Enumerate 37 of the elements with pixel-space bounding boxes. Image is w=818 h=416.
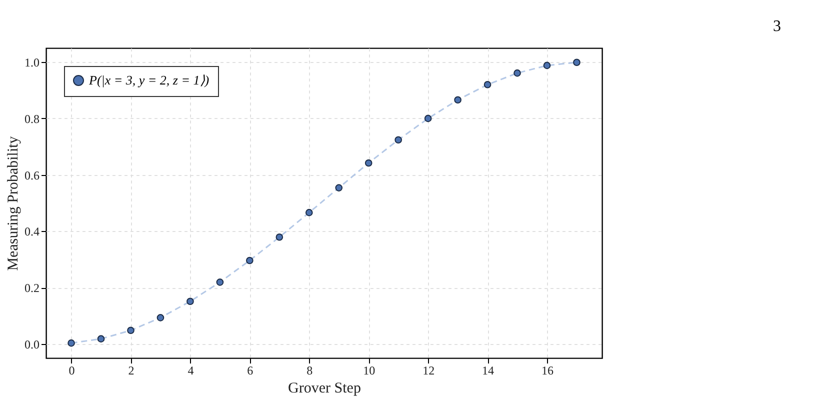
point [573, 58, 580, 66]
point [424, 114, 432, 122]
x-tick-label: 8 [306, 364, 313, 378]
legend-label: P(|x = 3, y = 2, z = 1⟩) [88, 72, 210, 88]
point [97, 335, 105, 342]
point [68, 339, 75, 347]
point [394, 136, 402, 144]
x-tick-label: 12 [422, 364, 435, 378]
point [246, 256, 254, 264]
point [335, 184, 343, 192]
point [514, 69, 521, 77]
point [543, 62, 551, 70]
point [186, 298, 194, 306]
x-tick-label: 6 [247, 364, 254, 378]
point [364, 159, 372, 167]
y-tick-label: 1.0 [24, 56, 40, 70]
point [454, 96, 462, 104]
x-axis-title: Grover Step [288, 380, 361, 396]
y-axis-title: Measuring Probability [6, 136, 22, 271]
point [276, 233, 284, 241]
x-tick-label: 4 [188, 364, 194, 378]
y-tick-label: 0.0 [24, 337, 40, 352]
point [484, 80, 492, 88]
y-tick-label: 0.8 [24, 112, 40, 126]
point [216, 278, 224, 286]
x-tick-label: 10 [363, 364, 376, 378]
x-tick-label: 16 [541, 364, 554, 378]
text: 3 [773, 18, 781, 35]
x-tick-label: 14 [482, 364, 494, 378]
point [127, 326, 134, 334]
y-tick-label: 0.4 [24, 224, 40, 239]
y-tick-label: 0.2 [24, 281, 40, 296]
point [156, 314, 164, 322]
x-tick-label: 0 [68, 364, 75, 378]
point [305, 208, 313, 216]
y-tick-label: 0.6 [24, 168, 40, 182]
x-tick-label: 2 [128, 364, 134, 378]
